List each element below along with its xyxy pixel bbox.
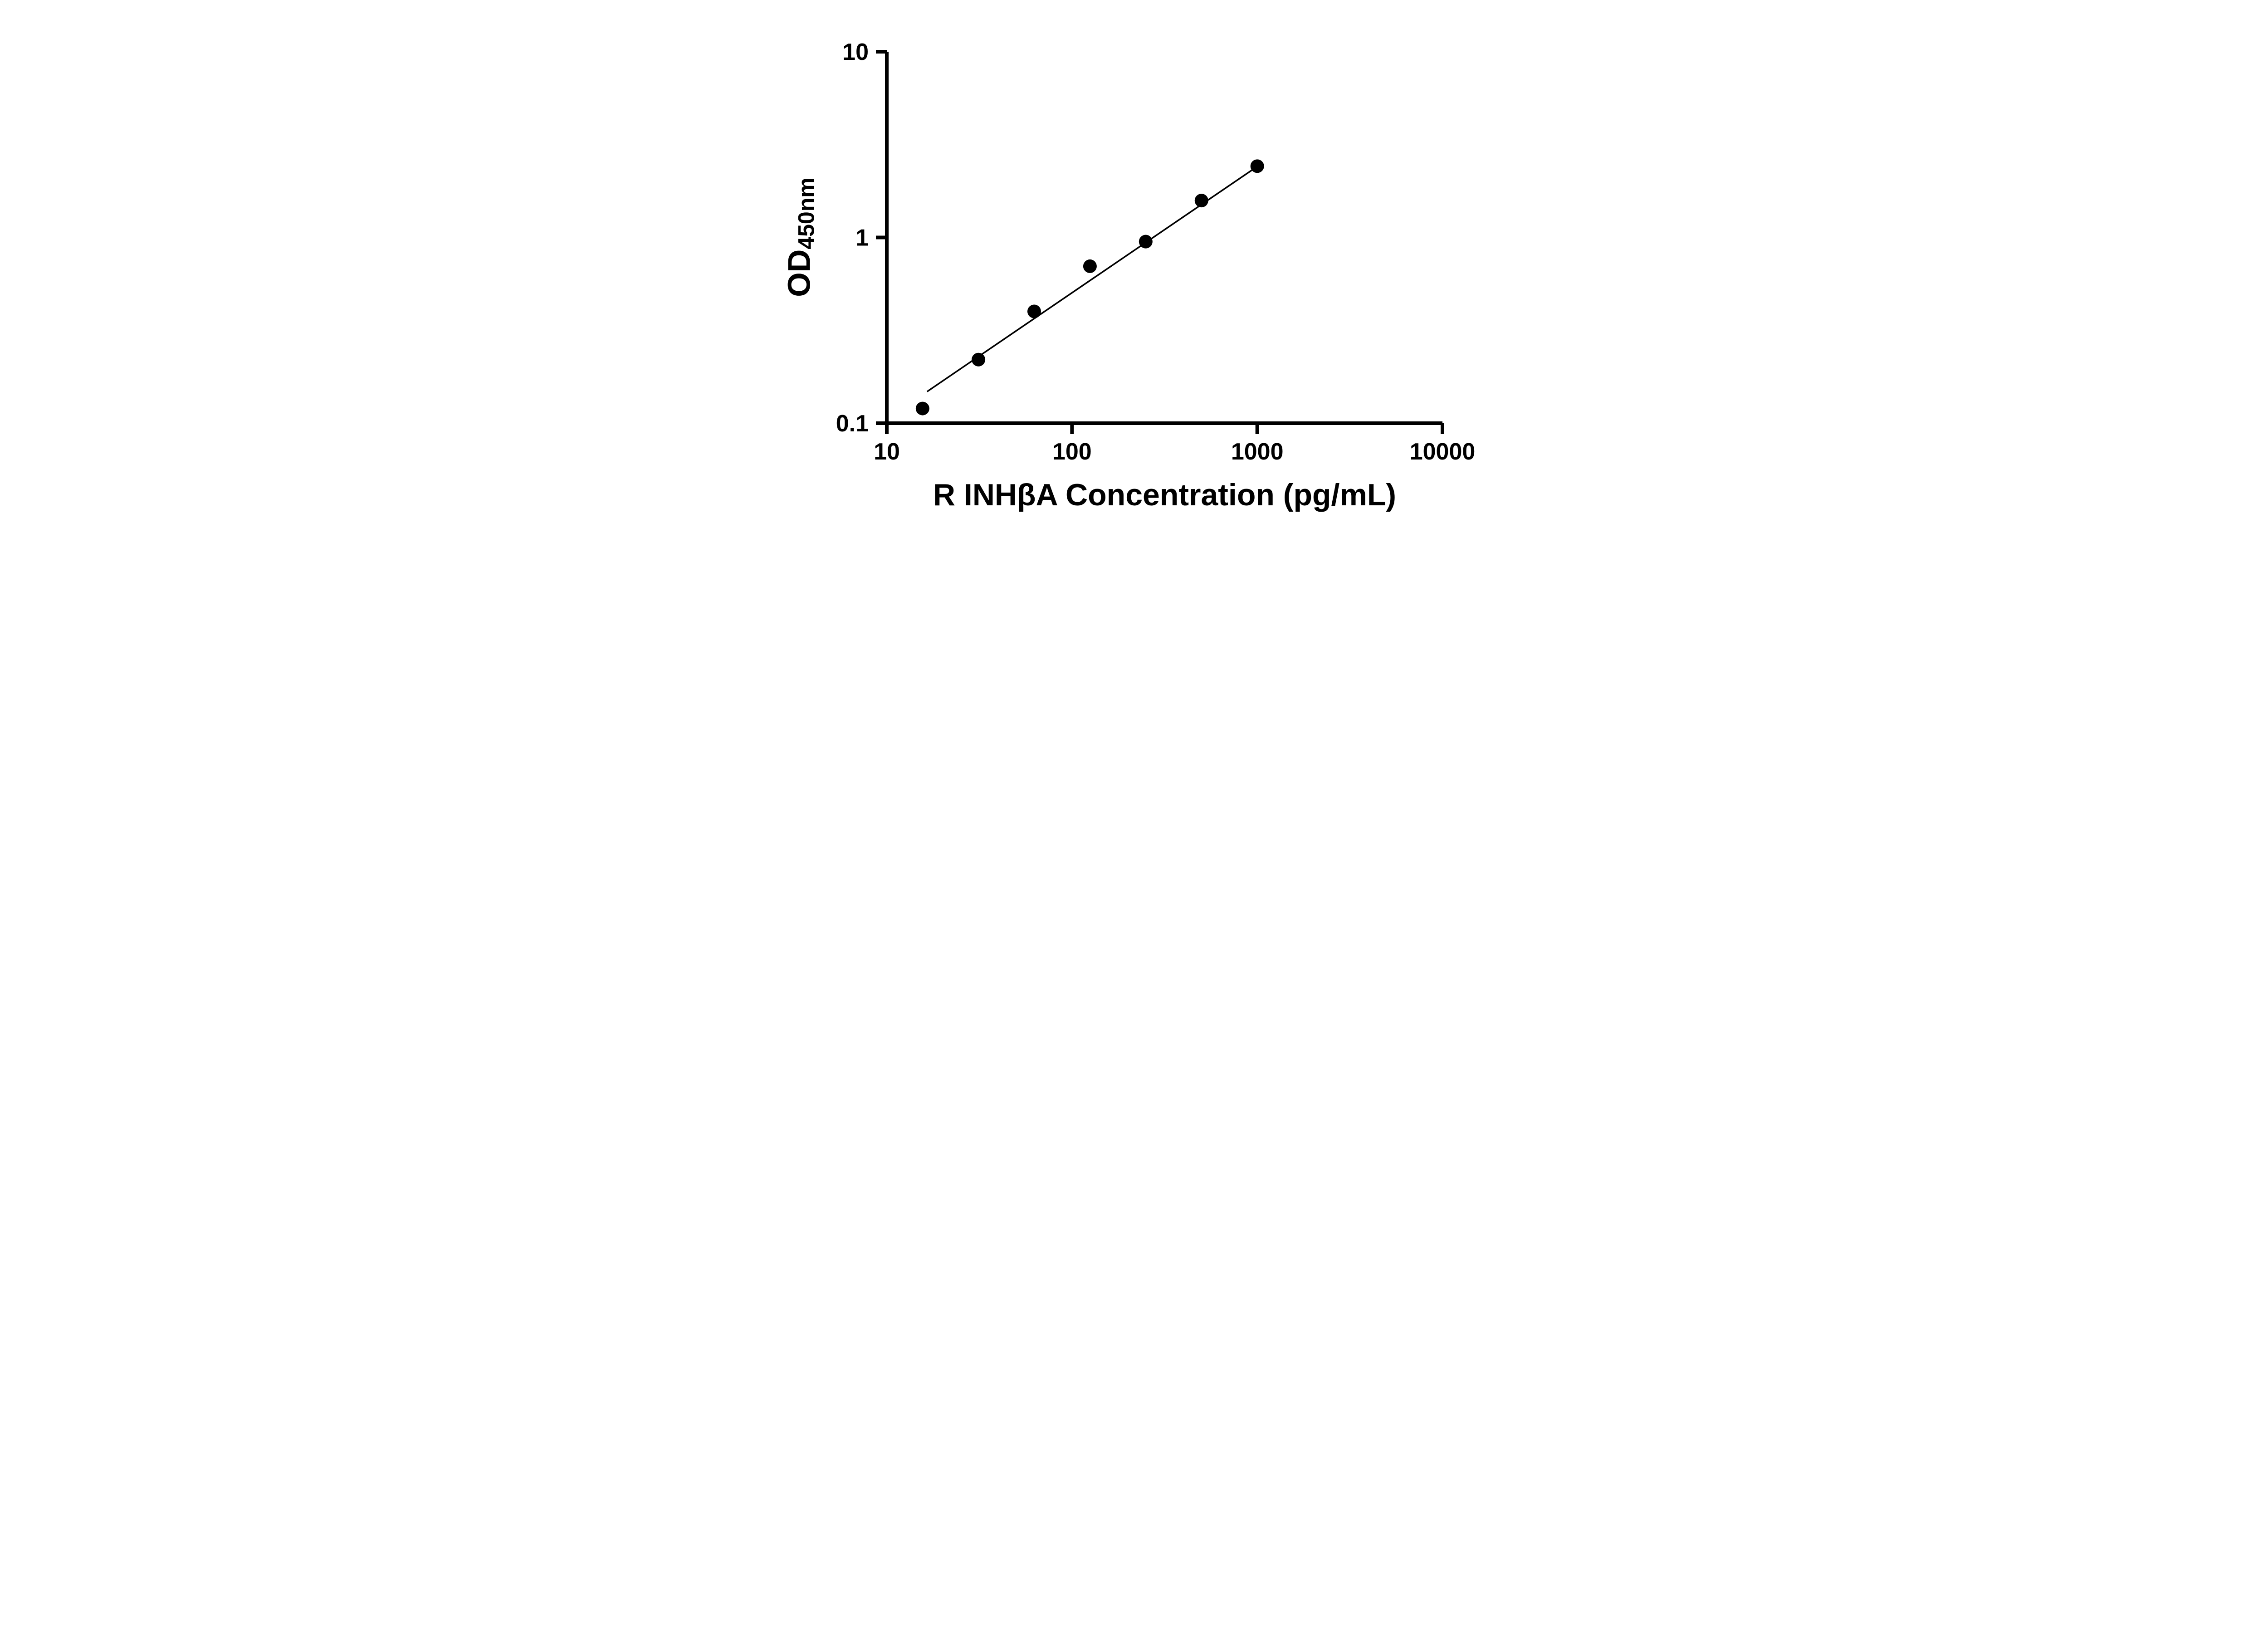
data-point xyxy=(1027,304,1041,318)
x-axis-tick-label: 100 xyxy=(1052,439,1092,465)
data-point xyxy=(1139,235,1153,249)
data-point xyxy=(1250,159,1264,173)
data-point xyxy=(915,401,929,416)
y-axis-tick-label: 1 xyxy=(855,225,869,251)
x-axis-tick-label: 10000 xyxy=(1410,439,1476,465)
y-axis-tick-label: 0.1 xyxy=(836,411,869,437)
y-axis-label-sub: 450nm xyxy=(793,177,819,249)
y-axis-tick-label: 10 xyxy=(842,39,869,65)
chart-plot-area: 10 100 1000 10000 0.1 1 10 xyxy=(836,39,1476,465)
y-axis-label: OD450nm xyxy=(781,177,820,297)
x-axis-label: R INHβA Concentration (pg/mL) xyxy=(933,478,1397,512)
y-axis-label-main: OD xyxy=(781,249,817,297)
x-axis-tick-label: 1000 xyxy=(1231,439,1284,465)
x-axis-tick-label: 10 xyxy=(874,439,900,465)
elisa-standard-curve-figure: 10 100 1000 10000 0.1 1 10 OD450nm R INHβA Con… xyxy=(753,0,1515,544)
data-point xyxy=(972,352,986,367)
data-point xyxy=(1194,194,1208,208)
axis-lines xyxy=(885,52,1442,425)
data-point xyxy=(1083,259,1097,273)
